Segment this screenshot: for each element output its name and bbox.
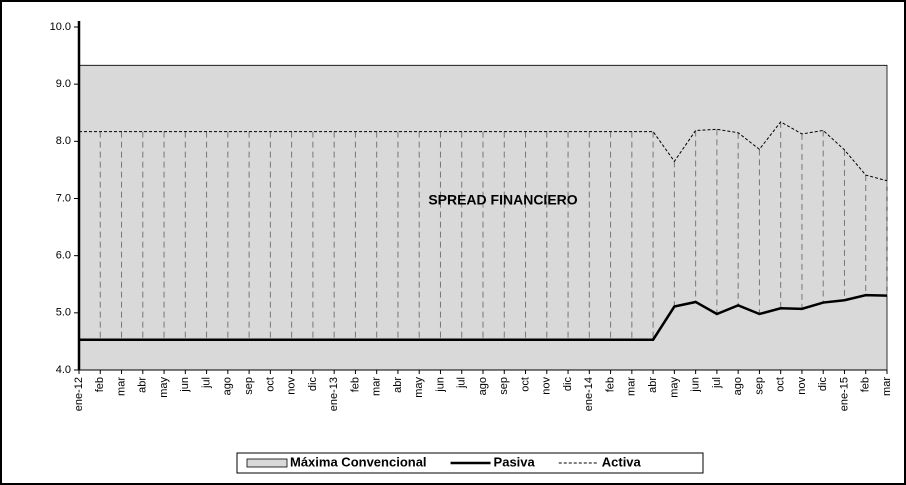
x-tick-label: feb <box>604 377 616 392</box>
y-tick-label: 10.0 <box>50 21 71 33</box>
x-tick-label: dic <box>307 377 319 392</box>
legend-label: Pasiva <box>494 454 536 469</box>
x-tick-label: nov <box>286 377 298 395</box>
x-tick-label: mar <box>881 377 893 396</box>
legend-label: Activa <box>602 454 642 469</box>
x-tick-label: jul <box>711 377 723 389</box>
y-tick-label: 4.0 <box>56 364 71 376</box>
x-tick-label: ago <box>732 377 744 395</box>
y-tick-label: 6.0 <box>56 250 71 262</box>
x-tick-label: dic <box>562 377 574 392</box>
x-tick-label: oct <box>519 377 531 392</box>
x-tick-label: oct <box>775 377 787 392</box>
x-tick-label: feb <box>860 377 872 392</box>
x-tick-label: jun <box>434 377 446 393</box>
x-tick-label: may <box>158 377 170 398</box>
x-tick-label: may <box>668 377 680 398</box>
line <box>79 293 888 341</box>
x-tick-label: ago <box>477 377 489 395</box>
legend-swatch <box>246 458 288 468</box>
x-tick-label: ene-12 <box>73 377 85 411</box>
x-tick-label: jun <box>179 377 191 393</box>
x-tick-label: sep <box>753 377 765 395</box>
x-tick-label: abr <box>647 377 659 393</box>
x-tick-label: ene-13 <box>328 377 340 411</box>
x-tick-label: nov <box>796 377 808 395</box>
x-tick-label: jul <box>456 377 468 389</box>
x-tick-label: may <box>413 377 425 398</box>
x-tick-label: sep <box>498 377 510 395</box>
x-tick-label: ago <box>222 377 234 395</box>
x-tick-label: feb <box>349 377 361 392</box>
x-tick-label: oct <box>264 377 276 392</box>
x-tick-label: nov <box>541 377 553 395</box>
x-tick-label: abr <box>392 377 404 393</box>
legend-label: Máxima Convencional <box>290 454 427 469</box>
x-tick-label: jul <box>200 377 212 389</box>
y-tick-label: 8.0 <box>56 135 71 147</box>
x-tick-label: dic <box>817 377 829 392</box>
x-tick-label: jun <box>690 377 702 393</box>
x-tick-label: mar <box>371 377 383 396</box>
x-tick-label: mar <box>626 377 638 396</box>
x-tick-label: feb <box>94 377 106 392</box>
x-tick-label: ene-14 <box>583 377 595 411</box>
y-tick-label: 9.0 <box>56 78 71 90</box>
annotation: SPREAD FINANCIERO <box>428 192 577 208</box>
y-tick-label: 5.0 <box>56 307 71 319</box>
x-tick-label: abr <box>137 377 149 393</box>
x-tick-label: mar <box>115 377 127 396</box>
y-tick-label: 7.0 <box>56 192 71 204</box>
x-tick-label: ene-15 <box>838 377 850 411</box>
x-tick-label: sep <box>243 377 255 395</box>
area <box>78 64 888 371</box>
